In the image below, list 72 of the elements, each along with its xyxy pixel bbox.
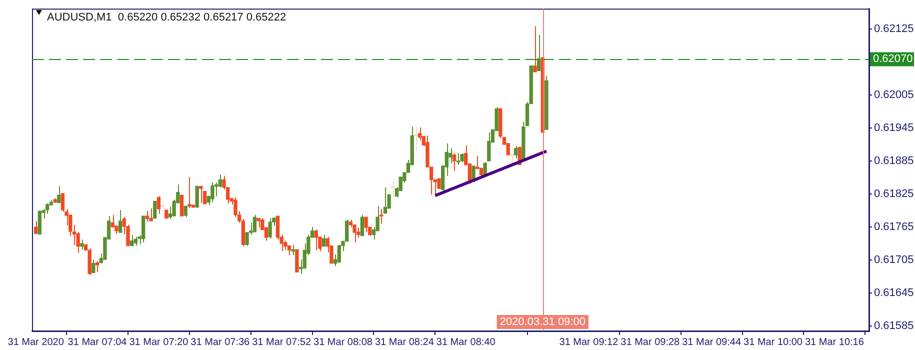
x-tick-label: 31 Mar 07:20 <box>129 336 189 348</box>
candlestick <box>345 219 349 242</box>
candlestick <box>110 214 114 228</box>
x-tick-label: 31 Mar 09:28 <box>620 336 680 348</box>
candlestick <box>156 196 161 214</box>
candlestick <box>414 126 418 152</box>
candlestick <box>383 186 388 214</box>
y-tick-label: 0.61705 <box>874 254 914 266</box>
candlestick <box>57 186 61 204</box>
candlestick <box>72 224 76 246</box>
candlestick <box>92 258 96 274</box>
x-tick-label: 31 Mar 2020 <box>8 336 64 348</box>
y-tick-label: 0.61945 <box>874 122 914 134</box>
candlestick <box>364 216 368 232</box>
candlestick <box>95 260 100 273</box>
y-tick-label: 0.61885 <box>874 155 914 168</box>
candlestick <box>352 224 356 243</box>
candlestick <box>245 231 249 246</box>
candlestick <box>448 148 452 164</box>
candlestick <box>142 216 146 243</box>
y-tick-label: 0.61825 <box>874 188 914 200</box>
y-tick-label: 0.62005 <box>874 89 914 102</box>
x-tick-label: 31 Mar 08:08 <box>314 336 373 348</box>
y-tick-label: 0.61585 <box>874 320 914 332</box>
ref-line-label: 2020.03.31 09:00 <box>500 316 586 328</box>
y-tick-label: 0.61765 <box>874 221 914 234</box>
ref-line-label: 0.62070 <box>873 53 913 66</box>
chart-title: AUDUSD,M1 0.65220 0.65232 0.65217 0.65222 <box>47 12 286 24</box>
candlestick <box>533 26 537 72</box>
candlestick <box>268 218 272 240</box>
candlestick <box>180 194 184 216</box>
y-tick-label: 0.61645 <box>874 287 914 300</box>
candlestick <box>202 190 207 204</box>
candlestick <box>360 214 364 236</box>
x-tick-label: 31 Mar 09:12 <box>559 336 619 348</box>
candlestick <box>195 185 199 208</box>
x-tick-label: 31 Mar 10:00 <box>744 336 803 348</box>
candlestick <box>153 200 157 219</box>
x-tick-label: 31 Mar 08:40 <box>436 336 496 348</box>
candlestick <box>34 220 38 234</box>
candlestick <box>60 192 65 212</box>
candlestick <box>252 214 257 232</box>
candlestick <box>149 208 153 222</box>
x-tick-label: 31 Mar 07:04 <box>68 336 128 348</box>
candlestick <box>456 152 460 166</box>
x-tick-label: 31 Mar 09:44 <box>682 336 742 348</box>
candlestick <box>536 34 541 72</box>
candlestick <box>118 209 122 234</box>
candlestick <box>199 185 203 204</box>
candlestick <box>256 218 260 228</box>
candlestick <box>483 162 487 176</box>
candlestick <box>314 229 318 251</box>
candlestick <box>291 244 295 256</box>
candlestick <box>487 132 491 162</box>
candlestick <box>130 234 134 247</box>
candlestick <box>322 234 326 247</box>
candlestick <box>452 152 456 172</box>
candlestick <box>210 182 214 203</box>
candlestick <box>337 244 341 263</box>
candlestick <box>188 176 192 209</box>
x-tick-label: 31 Mar 10:16 <box>804 336 864 348</box>
candlestick <box>184 206 188 218</box>
y-tick-label: 0.62125 <box>874 22 914 35</box>
x-tick-label: 31 Mar 08:24 <box>374 336 434 348</box>
candlestick <box>145 210 150 222</box>
x-tick-label: 31 Mar 07:36 <box>190 336 250 348</box>
candlestick <box>514 146 518 159</box>
candlestick <box>380 208 384 224</box>
x-tick-label: 31 Mar 07:52 <box>252 336 312 348</box>
candlestick <box>287 245 292 256</box>
candlestick <box>80 239 84 250</box>
candlestick <box>276 216 280 240</box>
